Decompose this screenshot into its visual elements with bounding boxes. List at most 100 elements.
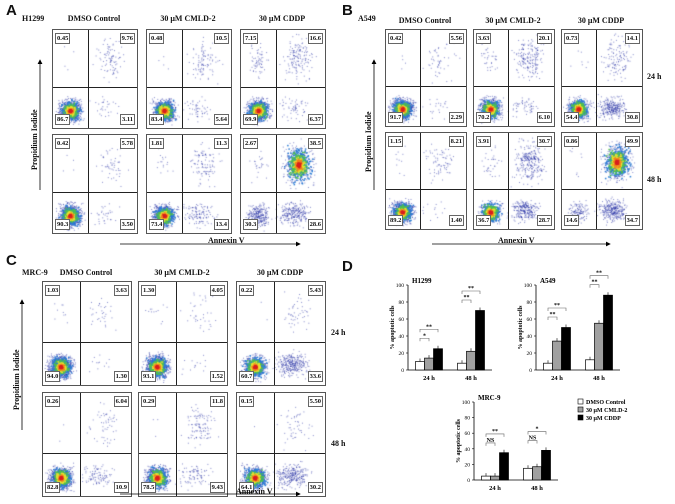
density-scatter — [147, 30, 231, 128]
quadrant-hline — [237, 342, 325, 343]
y-tick-label: 0 — [401, 368, 404, 374]
flow-plot: 0.42 5.56 91.7 2.29 — [385, 29, 467, 127]
quadrant-vline — [80, 282, 81, 385]
quadrant-lower-left: 94.0 — [45, 371, 61, 382]
bar-dmso-control — [543, 362, 553, 371]
y-axis-label: Propidium Iodide — [30, 109, 39, 170]
column-title: 30 μM CMLD-2 — [160, 14, 216, 23]
panel-letter-d: D — [342, 258, 353, 275]
quadrant-lower-left: 93.1 — [141, 371, 157, 382]
flow-plot: 3.91 30.7 36.7 28.7 — [473, 132, 555, 230]
quadrant-vline — [176, 282, 177, 385]
y-tick-label: 80 — [465, 416, 471, 422]
bar-dmso-control — [523, 467, 533, 481]
significance-bracket — [485, 433, 505, 437]
quadrant-lower-right: 1.30 — [113, 371, 129, 382]
quadrant-lower-right: 3.11 — [119, 114, 135, 125]
quadrant-vline — [596, 30, 597, 126]
quadrant-lower-right: 30.2 — [307, 482, 323, 493]
time-label: 48 h — [647, 175, 662, 184]
density-scatter — [386, 30, 466, 126]
quadrant-upper-left: 1.30 — [141, 285, 157, 296]
density-scatter — [53, 135, 137, 233]
quadrant-lower-right: 1.52 — [209, 371, 225, 382]
bar-30-m-cmld-2 — [532, 466, 542, 481]
quadrant-upper-right: 5.43 — [307, 285, 323, 296]
quadrant-lower-left: 60.7 — [239, 371, 255, 382]
density-scatter — [237, 282, 325, 385]
significance-bracket — [461, 290, 481, 294]
column-title: DMSO Control — [67, 14, 121, 23]
quadrant-hline — [139, 453, 227, 454]
chart-title: H1299 — [412, 277, 432, 285]
legend-label: DMSO Control — [586, 400, 626, 406]
quadrant-upper-right: 8.21 — [448, 136, 464, 147]
flow-plot: 0.26 6.04 82.8 10.9 — [42, 392, 132, 497]
quadrant-upper-right: 20.1 — [536, 33, 552, 44]
flow-plot: 0.45 9.76 86.7 3.11 — [52, 29, 138, 129]
quadrant-lower-right: 6.10 — [536, 112, 552, 123]
quadrant-hline — [386, 189, 466, 190]
y-tick-label: 0 — [467, 478, 470, 484]
x-tick-label: 48 h — [465, 375, 477, 382]
quadrant-vline — [596, 133, 597, 229]
quadrant-vline — [276, 135, 277, 233]
quadrant-upper-left: 0.73 — [564, 33, 580, 44]
time-label: 48 h — [331, 438, 346, 448]
y-axis-label: Propidium Iodide — [364, 111, 373, 172]
bar-30-m-cddp — [499, 452, 509, 481]
flow-plot: 0.73 14.1 54.4 30.8 — [561, 29, 643, 127]
bar-30-m-cmld-2 — [466, 350, 476, 371]
x-tick-label: 24 h — [551, 375, 563, 382]
significance-mark: NS — [487, 438, 495, 444]
column-title: 30 μM CDDP — [256, 268, 304, 277]
quadrant-lower-right: 28.7 — [536, 215, 552, 226]
density-scatter — [147, 135, 231, 233]
bar-dmso-control — [415, 361, 425, 371]
quadrant-upper-right: 5.78 — [119, 138, 135, 149]
flow-plot: 1.30 4.05 93.1 1.52 — [138, 281, 228, 386]
chart-title: MRC-9 — [478, 394, 501, 402]
column-title: 30 μM CMLD-2 — [154, 268, 210, 277]
quadrant-lower-left: 30.3 — [243, 219, 259, 230]
quadrant-hline — [562, 189, 642, 190]
quadrant-hline — [474, 86, 554, 87]
bar-30-m-cddp — [433, 348, 443, 371]
significance-bracket — [419, 337, 430, 342]
cell-line-label: MRC-9 — [22, 268, 48, 277]
quadrant-lower-left: 14.6 — [564, 215, 580, 226]
column-title: DMSO Control — [398, 16, 452, 25]
significance-bracket — [485, 442, 496, 446]
quadrant-lower-left: 78.5 — [141, 482, 157, 493]
quadrant-upper-right: 5.56 — [448, 33, 464, 44]
x-tick-label: 48 h — [531, 485, 543, 492]
density-scatter — [43, 282, 131, 385]
y-tick-label: 100 — [524, 283, 533, 289]
flow-plot: 3.63 20.1 70.2 6.10 — [473, 29, 555, 127]
y-tick-label: 40 — [527, 334, 533, 340]
bar-dmso-control — [481, 475, 491, 481]
quadrant-lower-right: 28.6 — [307, 219, 323, 230]
y-tick-label: 40 — [399, 334, 405, 340]
x-tick-label: 24 h — [423, 375, 435, 382]
y-tick-label: 0 — [529, 368, 532, 374]
bar-30-m-cddp — [541, 450, 551, 481]
legend-label: 30 μM CMLD-2 — [586, 408, 627, 414]
quadrant-lower-left: 86.7 — [55, 114, 71, 125]
flow-plot: 1.81 11.3 73.4 13.4 — [146, 134, 232, 234]
significance-mark: ** — [426, 324, 432, 330]
quadrant-upper-left: 0.29 — [141, 396, 157, 407]
y-tick-label: 20 — [465, 462, 471, 468]
y-tick-label: 60 — [465, 431, 471, 437]
significance-bracket — [527, 431, 547, 435]
x-tick-label: 24 h — [489, 485, 501, 492]
flow-plot: 0.86 49.9 14.6 34.7 — [561, 132, 643, 230]
flow-plot: 0.29 11.8 78.5 9.43 — [138, 392, 228, 497]
significance-mark: ** — [492, 429, 498, 435]
density-scatter — [139, 393, 227, 496]
column-title: 30 μM CMLD-2 — [485, 16, 541, 25]
y-axis-label: % apoptotic cells — [390, 305, 396, 350]
y-tick-label: 60 — [399, 317, 405, 323]
quadrant-lower-left: 82.8 — [45, 482, 61, 493]
quadrant-vline — [420, 133, 421, 229]
